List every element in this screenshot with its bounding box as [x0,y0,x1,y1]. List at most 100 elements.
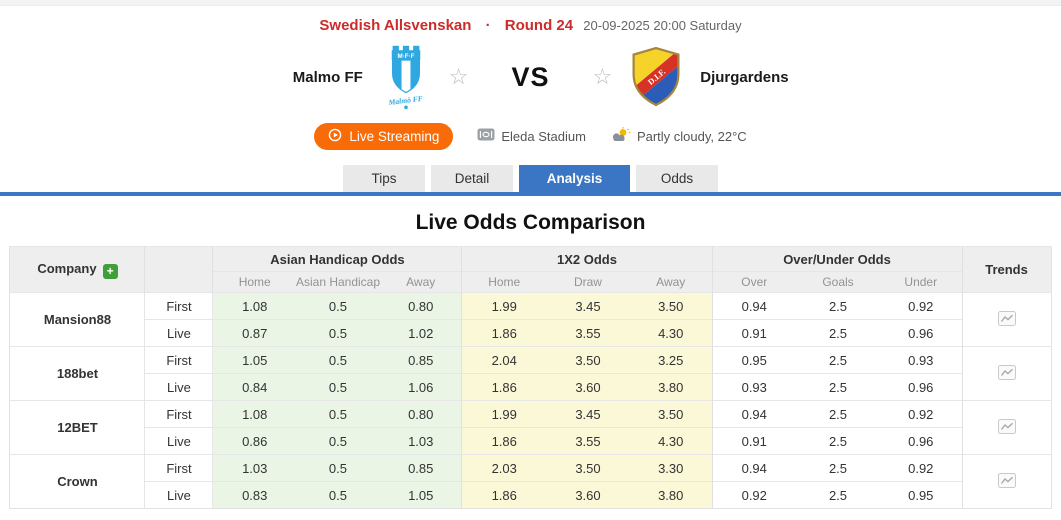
odds-value: 2.5 [796,400,880,428]
line-chart-icon[interactable] [997,310,1016,326]
odds-value: 0.87 [212,319,296,347]
x2-group-header: 1X2 Odds [461,246,713,272]
match-info-row: Live Streaming Eleda Stadium Part [0,122,1061,150]
odds-value: 4.30 [629,319,713,347]
col-x2-away: Away [629,271,713,293]
odds-value: 0.5 [295,373,380,401]
league-name[interactable]: Swedish Allsvenskan [319,17,472,34]
row-type-label: Live [144,427,214,455]
odds-value: 2.5 [796,292,880,320]
tab-odds[interactable]: Odds [636,165,718,192]
odds-value: 0.93 [712,373,796,401]
odds-value: 3.80 [629,373,713,401]
row-type-label: First [144,400,214,428]
odds-value: 0.95 [880,481,963,509]
odds-value: 0.83 [212,481,296,509]
odds-value: 3.50 [629,400,713,428]
odds-value: 1.99 [461,400,546,428]
odds-value: 0.5 [295,346,380,374]
odds-value: 1.05 [212,346,296,374]
company-name: 12BET [9,400,146,455]
odds-row: 12BET First 1.08 0.5 0.80 1.99 3.45 3.50 0.94 2.5… [9,400,1052,455]
odds-value: 1.03 [379,427,463,455]
odds-value: 3.60 [545,481,630,509]
home-favorite-star-icon[interactable]: ☆ [448,64,469,89]
row-type-label: Live [144,373,214,401]
odds-value: 0.5 [295,427,380,455]
vs-label: VS [511,61,550,92]
stadium-info: Eleda Stadium [477,128,586,144]
col-ah-away: Away [379,271,463,293]
col-ou-goals: Goals [796,271,880,293]
away-team-name[interactable]: Djurgardens [700,68,789,86]
company-name: Crown [9,454,146,509]
odds-value: 0.5 [295,400,380,428]
col-ou-under: Under [880,271,963,293]
tab-analysis[interactable]: Analysis [519,165,630,192]
odds-value: 1.08 [212,292,296,320]
odds-table: Company + Asian Handicap Odds 1X2 Odds Ov… [9,246,1052,509]
trends-cell [962,454,1052,509]
tab-detail[interactable]: Detail [431,165,513,192]
odds-value: 0.85 [379,346,463,374]
odds-row: 188bet First 1.05 0.5 0.85 2.04 3.50 3.25 0.95 2.… [9,346,1052,401]
trends-cell [962,346,1052,401]
section-title: Live Odds Comparison [415,211,646,234]
odds-row: Mansion88 First 1.08 0.5 0.80 1.99 3.45 3.50 0.9… [9,292,1052,347]
odds-value: 0.5 [295,454,380,482]
odds-value: 3.60 [545,373,630,401]
trends-cell [962,292,1052,347]
live-streaming-button[interactable]: Live Streaming [314,122,454,150]
tab-tips[interactable]: Tips [343,165,425,192]
odds-value: 0.91 [712,427,796,455]
away-team-block: ☆ D.I.F. Djurgardens [593,45,1061,109]
odds-value: 2.03 [461,454,546,482]
odds-value: 0.92 [880,400,963,428]
partly-cloudy-icon [610,127,631,145]
over-under-group-header: Over/Under Odds [712,246,963,272]
line-chart-icon[interactable] [997,418,1016,434]
away-favorite-star-icon[interactable]: ☆ [592,64,613,89]
odds-value: 1.02 [379,319,463,347]
odds-value: 0.94 [712,454,796,482]
djurgardens-crest: D.I.F. [628,45,684,109]
row-type-label: First [144,346,214,374]
match-meta-row: Swedish Allsvenskan · Round 24 20-09-202… [0,6,1061,34]
odds-value: 3.80 [629,481,713,509]
odds-value: 3.25 [629,346,713,374]
line-chart-icon[interactable] [997,472,1016,488]
odds-value: 0.91 [712,319,796,347]
home-team-block: Malmo FF M·F·F Malmö FF ☆ [1,44,469,110]
odds-value: 3.55 [545,427,630,455]
home-team-name[interactable]: Malmo FF [292,68,363,86]
odds-value: 1.86 [461,427,546,455]
tab-underline [0,192,1061,196]
match-datetime: 20-09-2025 20:00 Saturday [583,18,742,33]
odds-value: 2.5 [796,319,880,347]
odds-value: 0.85 [379,454,463,482]
line-chart-icon[interactable] [997,364,1016,380]
odds-value: 0.86 [212,427,296,455]
odds-value: 3.45 [545,400,630,428]
odds-row: Live 0.83 0.5 1.05 1.86 3.60 3.80 0.92 2.5 0.95 [10,481,1051,509]
odds-value: 3.50 [545,346,630,374]
odds-value: 0.92 [880,292,963,320]
company-header: Company + [9,246,146,293]
row-type-label: Live [144,481,214,509]
odds-value: 0.80 [379,292,463,320]
odds-value: 2.5 [796,481,880,509]
col-ou-over: Over [712,271,796,293]
odds-row: Live 0.86 0.5 1.03 1.86 3.55 4.30 0.91 2.5 0.96 [10,427,1051,455]
odds-value: 2.5 [796,427,880,455]
odds-value: 0.5 [295,319,380,347]
odds-table-body: Mansion88 First 1.08 0.5 0.80 1.99 3.45 3.50 0.9… [9,292,1052,509]
weather-text: Partly cloudy, 22°C [636,128,747,144]
plus-icon[interactable]: + [102,263,118,279]
svg-text:Malmö FF: Malmö FF [387,94,423,107]
odds-value: 2.5 [796,346,880,374]
odds-value: 0.5 [295,481,380,509]
odds-value: 3.50 [629,292,713,320]
tab-bar: Tips Detail Analysis Odds [0,165,1061,192]
odds-value: 3.45 [545,292,630,320]
col-x2-home: Home [461,271,546,293]
